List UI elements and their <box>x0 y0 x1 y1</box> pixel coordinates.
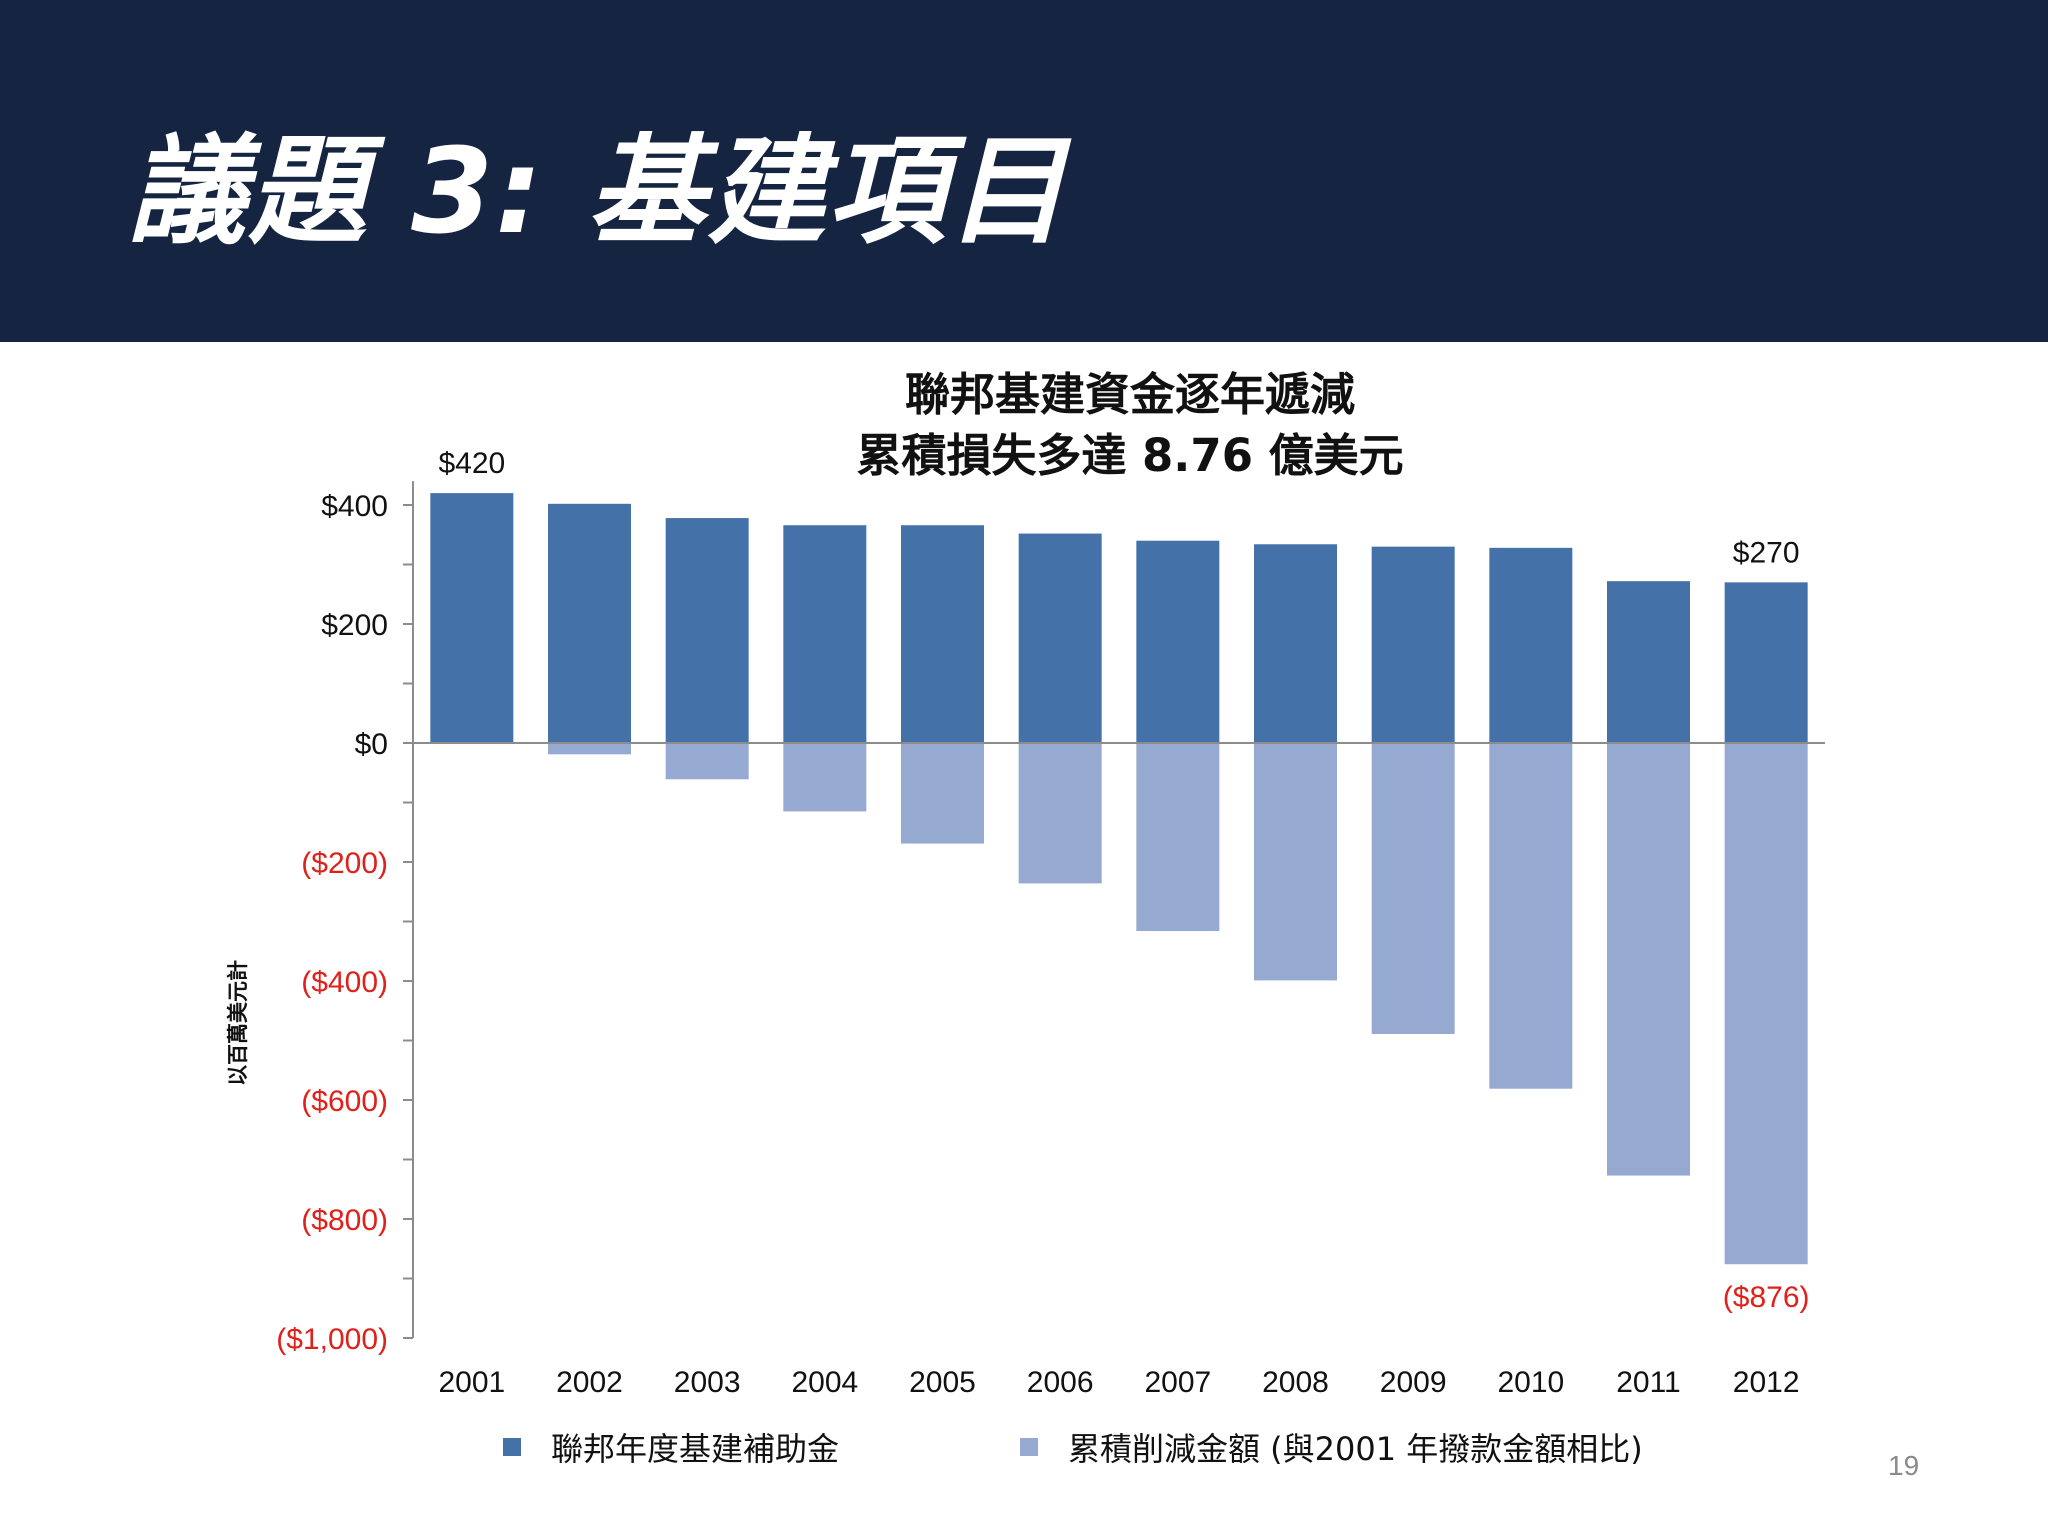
x-tick-label: 2002 <box>556 1366 623 1399</box>
bar-cumulative-loss-2002 <box>548 743 631 755</box>
y-tick-label: $0 <box>355 728 388 761</box>
bar-annual-grant-2002 <box>548 503 631 743</box>
x-tick-label: 2010 <box>1497 1366 1564 1399</box>
data-label-2012: $270 <box>1733 536 1800 569</box>
y-tick-label: $400 <box>321 490 388 523</box>
legend-swatch-annual-grant <box>503 1438 521 1456</box>
page-number: 19 <box>1888 1450 1920 1481</box>
y-axis-label: 以百萬美元計 <box>226 960 250 1086</box>
bar-annual-grant-2001 <box>430 493 514 743</box>
data-label-2012: ($876) <box>1723 1281 1810 1314</box>
bar-cumulative-loss-2010 <box>1489 743 1573 1089</box>
x-tick-label: 2012 <box>1733 1366 1800 1399</box>
x-tick-label: 2006 <box>1027 1366 1094 1399</box>
bar-annual-grant-2011 <box>1607 581 1690 743</box>
slide-title: 議題 3: 基建項目 <box>128 122 1068 260</box>
chart-title: 聯邦基建資金逐年遞減 累積損失多達 8.76 億美元 <box>780 364 1480 486</box>
x-tick-label: 2004 <box>791 1366 858 1399</box>
y-tick-label: ($800) <box>301 1204 388 1237</box>
bar-cumulative-loss-2005 <box>901 743 984 844</box>
x-tick-label: 2007 <box>1144 1366 1211 1399</box>
bar-cumulative-loss-2003 <box>665 743 749 780</box>
legend-item-annual-grant: 聯邦年度基建補助金 <box>503 1424 839 1470</box>
y-tick-label: ($600) <box>301 1085 388 1118</box>
bar-cumulative-loss-2011 <box>1607 743 1690 1176</box>
x-tick-label: 2001 <box>438 1366 505 1399</box>
chart-legend: 聯邦年度基建補助金 累積削減金額 (與2001 年撥款金額相比) <box>0 1424 2048 1474</box>
chart-title-line-2: 累積損失多達 8.76 億美元 <box>856 429 1404 482</box>
bar-cumulative-loss-2012 <box>1724 743 1808 1265</box>
bar-cumulative-loss-2006 <box>1018 743 1102 884</box>
bar-cumulative-loss-2008 <box>1254 743 1337 981</box>
y-tick-label: ($400) <box>301 966 388 999</box>
bar-annual-grant-2009 <box>1371 546 1455 743</box>
bar-annual-grant-2012 <box>1724 582 1808 743</box>
bar-annual-grant-2004 <box>783 525 867 743</box>
y-tick-label: ($200) <box>301 847 388 880</box>
title-banner: 議題 3: 基建項目 <box>0 0 2048 342</box>
legend-label-annual-grant: 聯邦年度基建補助金 <box>551 1430 840 1468</box>
bar-annual-grant-2005 <box>901 525 984 743</box>
bar-annual-grant-2007 <box>1136 540 1220 743</box>
chart-title-line-1: 聯邦基建資金逐年遞減 <box>904 368 1355 421</box>
bar-cumulative-loss-2009 <box>1371 743 1455 1034</box>
x-tick-label: 2008 <box>1262 1366 1329 1399</box>
bar-cumulative-loss-2004 <box>783 743 867 812</box>
legend-label-cumulative-loss: 累積削減金額 (與2001 年撥款金額相比) <box>1068 1430 1643 1468</box>
bar-cumulative-loss-2007 <box>1136 743 1220 932</box>
x-tick-label: 2009 <box>1380 1366 1447 1399</box>
bar-annual-grant-2006 <box>1018 533 1102 743</box>
y-tick-label: $200 <box>321 609 388 642</box>
y-tick-label: ($1,000) <box>276 1323 388 1356</box>
x-tick-label: 2005 <box>909 1366 976 1399</box>
bar-annual-grant-2008 <box>1254 544 1337 743</box>
x-tick-label: 2003 <box>674 1366 741 1399</box>
legend-item-cumulative-loss: 累積削減金額 (與2001 年撥款金額相比) <box>1020 1424 1643 1470</box>
data-label-2001: $420 <box>438 447 505 480</box>
bar-annual-grant-2003 <box>665 518 749 743</box>
bar-annual-grant-2010 <box>1489 547 1573 743</box>
legend-swatch-cumulative-loss <box>1020 1438 1038 1456</box>
x-tick-label: 2011 <box>1616 1366 1681 1399</box>
